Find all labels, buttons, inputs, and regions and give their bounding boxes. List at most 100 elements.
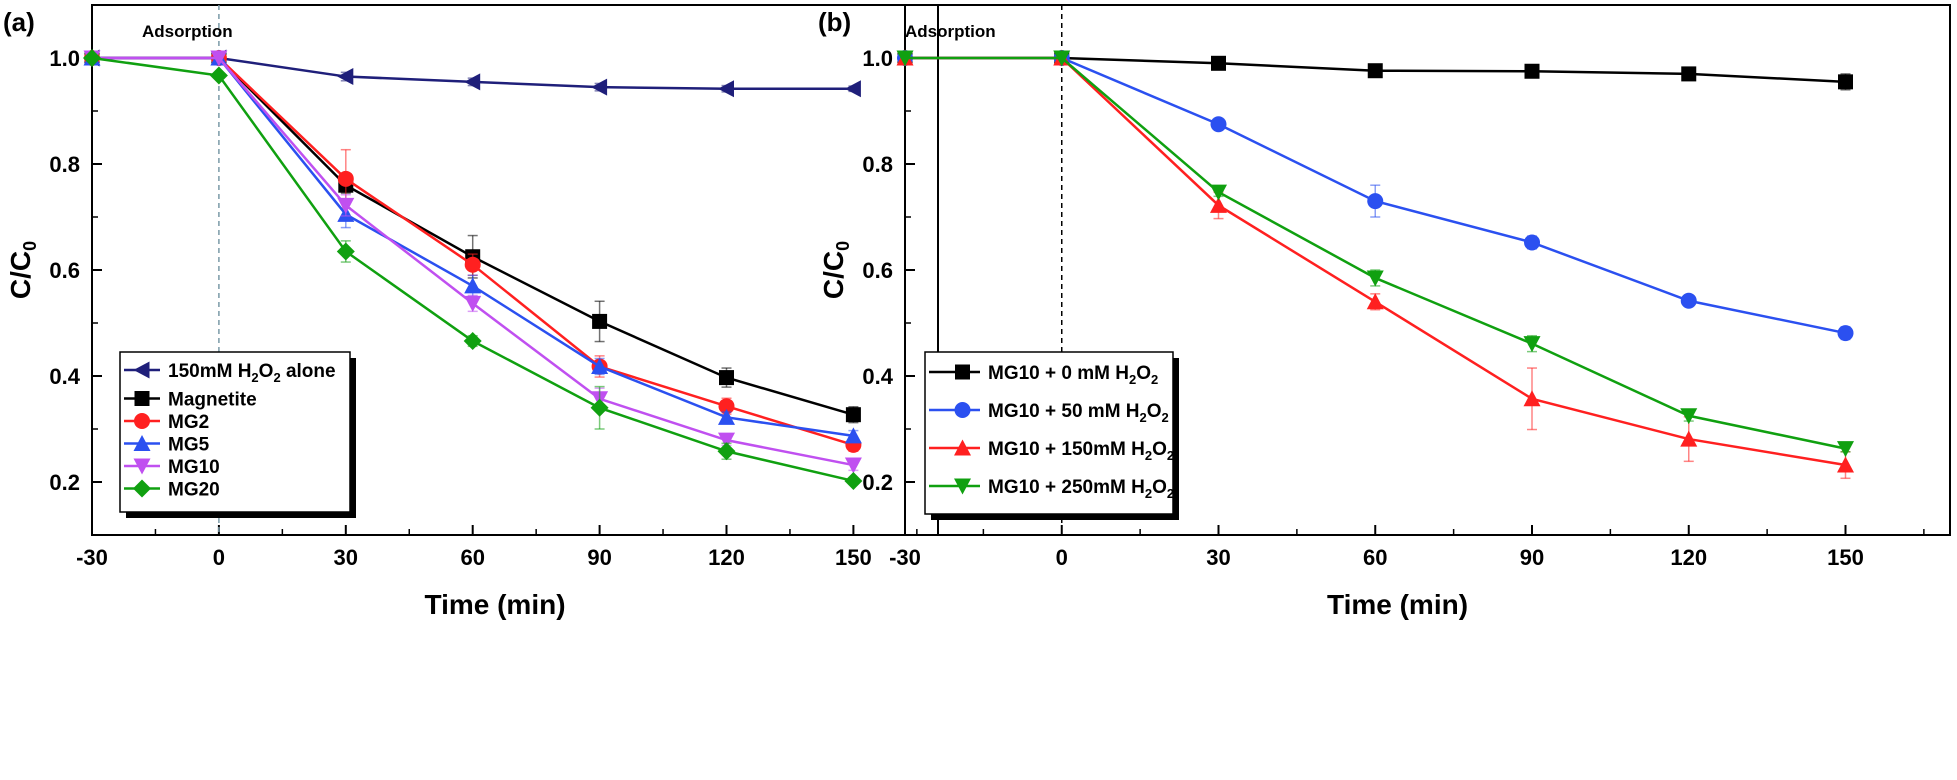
legend-marker-a-2: [134, 413, 150, 429]
data-point-a-5-5: [717, 442, 736, 461]
legend-label-b-0: MG10 + 0 mM H2O2: [988, 363, 1158, 387]
data-point-b-0-6: [1838, 74, 1853, 90]
x-axis-title-b: Time (min): [1327, 589, 1468, 620]
data-point-a-2-5: [718, 398, 735, 415]
legend-label-sub-b-1-0: 2: [1140, 410, 1147, 425]
data-point-b-1-3: [1367, 193, 1384, 210]
y-axis-title-a: C/C0: [5, 241, 40, 299]
data-point-a-5-1: [209, 66, 228, 85]
y-tick-label-b-0: 0.2: [862, 470, 893, 495]
data-point-b-1-6: [1837, 325, 1854, 342]
data-point-b-2-5: [1680, 430, 1698, 447]
y-axis-title-main-b: C/C: [818, 251, 849, 299]
panel-label-a: (a): [3, 7, 35, 37]
y-axis-title-b: C/C0: [818, 241, 853, 299]
legend-label-part-a-0-3: alone: [281, 361, 336, 382]
data-point-a-5-3: [463, 332, 482, 351]
panel-label-b: (b): [818, 7, 851, 37]
x-tick-label-a-4: 90: [587, 545, 611, 570]
x-tick-label-a-2: 30: [334, 545, 358, 570]
x-tick-label-b-5: 120: [1670, 545, 1707, 570]
x-tick-label-b-0: -30: [889, 545, 921, 570]
y-tick-label-b-3: 0.8: [862, 152, 893, 177]
series-a-5: [83, 49, 863, 490]
y-tick-label-a-0: 0.2: [49, 470, 80, 495]
y-tick-label-b-1: 0.4: [862, 364, 893, 389]
legend-label-sub-a-0-0: 2: [251, 370, 258, 385]
legend-label-part-b-1-1: O: [1147, 401, 1162, 422]
legend-box-a: [119, 351, 351, 513]
y-axis-title-sub-a: 0: [20, 241, 40, 251]
legend-label-sub-b-0-0: 2: [1129, 372, 1136, 387]
legend-label-sub-b-3-0: 2: [1145, 486, 1152, 501]
x-tick-label-b-4: 90: [1520, 545, 1544, 570]
legend-marker-a-0: [133, 361, 150, 379]
data-point-b-3-6: [1837, 441, 1854, 458]
x-tick-label-b-6: 150: [1827, 545, 1864, 570]
x-tick-label-a-3: 60: [460, 545, 484, 570]
adsorption-label-b: Adsorption: [905, 22, 996, 41]
y-tick-label-a-2: 0.6: [49, 258, 80, 283]
data-point-a-0-3: [464, 73, 481, 91]
x-tick-label-a-0: -30: [76, 545, 108, 570]
panel-a: (a) -30 0 30 60 90 120 150 0.2 0.4 0.6 0.8 1.0 Time (…: [3, 4, 939, 620]
data-point-b-0-5: [1681, 66, 1697, 82]
data-point-b-0-3: [1367, 63, 1383, 79]
y-axis-title-sub-b: 0: [833, 241, 853, 251]
legend-label-a-0: 150mM H2O2 alone: [168, 361, 336, 385]
legend-label-main-b-0: MG10 + 0 mM H: [988, 363, 1129, 384]
legend-marker-b-1: [954, 402, 971, 418]
legend-label-a-1: Magnetite: [168, 390, 257, 411]
series-b-3: [896, 50, 1854, 458]
legend-label-sub-b-1-2: 2: [1162, 410, 1169, 425]
legend-label-part-b-2-1: O: [1152, 439, 1167, 460]
data-point-a-0-4: [591, 78, 608, 96]
legend-marker-a-3: [133, 435, 151, 451]
legend-label-main-b-2: MG10 + 150mM H: [988, 439, 1145, 460]
data-point-a-3-3: [464, 277, 482, 294]
legend-label-part-a-0-1: O: [259, 361, 274, 382]
x-tick-label-b-3: 60: [1363, 545, 1387, 570]
data-point-b-2-6: [1837, 456, 1854, 473]
legend-label-main-b-1: MG10 + 50 mM H: [988, 401, 1140, 422]
legend-marker-a-1: [134, 391, 150, 406]
legend-marker-b-2: [954, 439, 971, 456]
data-point-a-5-0: [83, 49, 101, 67]
data-point-a-4-6: [844, 457, 862, 474]
data-point-b-2-4: [1523, 390, 1541, 407]
legend-label-sub-b-3-2: 2: [1167, 486, 1174, 501]
data-point-a-0-2: [337, 68, 354, 86]
legend-label-sub-a-0-2: 2: [273, 370, 280, 385]
data-point-a-1-5: [719, 370, 734, 386]
legend-label-main-b-3: MG10 + 250mM H: [988, 477, 1145, 498]
data-point-a-0-5: [718, 80, 734, 98]
series-b-0: [897, 50, 1853, 91]
data-point-b-3-2: [1210, 184, 1227, 201]
x-tick-label-a-5: 120: [708, 545, 745, 570]
data-point-b-1-2: [1210, 116, 1227, 133]
data-point-a-1-4: [592, 313, 608, 329]
y-tick-label-b-4: 1.0: [862, 46, 893, 71]
y-tick-label-b-2: 0.6: [862, 258, 893, 283]
legend-label-part-b-3-1: O: [1152, 477, 1167, 498]
data-point-a-4-1: [210, 50, 228, 67]
legend-label-main-a-0: 150mM H: [168, 361, 251, 382]
data-point-a-3-5: [718, 408, 735, 425]
data-point-a-5-4: [590, 398, 609, 417]
x-tick-label-b-2: 30: [1206, 545, 1230, 570]
legend-marker-a-4: [133, 458, 151, 475]
data-point-a-4-3: [464, 295, 482, 312]
legend-label-sub-b-2-0: 2: [1145, 448, 1152, 463]
legend-label-a-4: MG10: [168, 457, 220, 478]
x-axis-title-a: Time (min): [424, 589, 565, 620]
legend-label-a-2: MG2: [168, 412, 209, 433]
legend-label-b-3: MG10 + 250mM H2O2: [988, 477, 1174, 501]
y-axis-title-main-a: C/C: [5, 251, 36, 299]
data-point-b-2-2: [1210, 196, 1227, 213]
legend-marker-a-5: [133, 479, 151, 498]
y-tick-label-a-3: 0.8: [49, 152, 80, 177]
data-point-b-3-1: [1053, 50, 1071, 67]
data-point-b-3-0: [896, 50, 914, 67]
